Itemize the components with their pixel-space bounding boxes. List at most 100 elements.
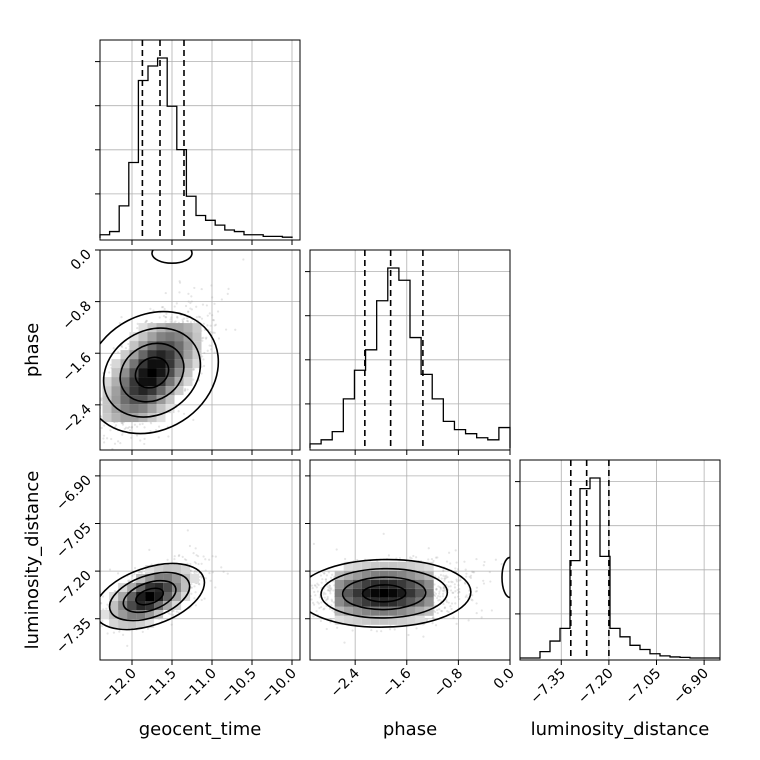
scatter-point — [438, 592, 441, 595]
density-cell — [118, 619, 128, 629]
scatter-point — [127, 342, 130, 346]
scatter-point — [213, 331, 216, 334]
scatter-point — [198, 583, 201, 586]
scatter-point — [441, 595, 445, 598]
density-cell — [147, 332, 157, 342]
scatter-point — [458, 597, 461, 601]
density-cell — [397, 588, 407, 598]
scatter-point — [430, 558, 434, 561]
density-cell — [156, 350, 166, 360]
density-cell — [145, 619, 155, 629]
scatter-point — [482, 582, 486, 585]
scatter-point — [324, 578, 328, 581]
density-cell — [120, 368, 130, 378]
scatter-point — [447, 580, 450, 584]
scatter-point — [317, 602, 320, 605]
density-cell — [397, 561, 407, 571]
density-cell — [183, 377, 193, 387]
scatter-point — [434, 610, 437, 614]
scatter-point — [88, 392, 90, 394]
scatter-point — [128, 579, 131, 582]
scatter-point — [437, 585, 440, 588]
density-cell — [397, 579, 407, 589]
density-cell — [129, 404, 139, 414]
scatter-point — [190, 583, 193, 586]
density-cell — [174, 332, 184, 342]
scatter-point — [455, 622, 458, 625]
scatter-point — [120, 315, 123, 319]
scatter-point — [97, 427, 99, 429]
scatter-point — [438, 608, 441, 611]
x-tick-label: −7.20 — [575, 666, 617, 708]
scatter-point — [184, 387, 187, 390]
scatter-point — [297, 579, 299, 581]
scatter-point — [434, 556, 438, 559]
density-cell — [174, 359, 184, 369]
density-cell — [370, 606, 380, 616]
density-cell — [183, 359, 193, 369]
scatter-point — [213, 351, 216, 354]
scatter-point — [211, 314, 214, 317]
scatter-point — [447, 585, 450, 588]
scatter-point — [209, 579, 212, 582]
scatter-point — [438, 586, 442, 589]
scatter-point — [198, 315, 202, 319]
density-cell — [174, 386, 184, 396]
scatter-point — [443, 588, 447, 592]
density-cell — [361, 570, 371, 580]
scatter-point — [494, 558, 497, 561]
scatter-point — [102, 434, 106, 437]
scatter-point — [307, 605, 309, 607]
density-cell — [127, 601, 137, 611]
density-cell — [163, 583, 173, 593]
scatter-point — [316, 601, 319, 604]
contour-line — [361, 584, 407, 603]
scatter-point — [325, 574, 329, 577]
contour-line — [320, 567, 449, 619]
scatter-point — [173, 305, 176, 308]
scatter-point — [96, 397, 98, 399]
density-cell — [415, 615, 425, 625]
scatter-point — [171, 610, 174, 613]
scatter-point — [434, 594, 437, 598]
scatter-point — [92, 612, 94, 614]
scatter-point — [126, 644, 129, 647]
scatter-point — [194, 604, 197, 607]
scatter-point — [112, 347, 115, 350]
scatter-point — [73, 470, 75, 472]
scatter-point — [100, 602, 103, 605]
scatter-point — [216, 310, 220, 313]
scatter-point — [316, 590, 319, 593]
scatter-point — [449, 605, 452, 608]
density-cell — [147, 413, 157, 423]
scatter-point — [193, 597, 196, 600]
scatter-point — [167, 435, 170, 438]
scatter-point — [212, 318, 215, 322]
density-cell — [361, 597, 371, 607]
density-cell — [183, 341, 193, 351]
scatter-point — [201, 337, 204, 340]
density-cell — [397, 570, 407, 580]
scatter-point — [149, 429, 152, 433]
density-cell — [127, 583, 137, 593]
scatter-point — [330, 604, 333, 607]
density-cell — [145, 583, 155, 593]
density-cell — [165, 359, 175, 369]
scatter-point — [303, 595, 305, 597]
scatter-point — [443, 579, 446, 582]
y-axis-label-phase: phase — [22, 323, 43, 377]
scatter-point — [442, 587, 445, 590]
panel-frame — [99, 459, 301, 661]
scatter-point — [432, 616, 435, 619]
density-cell — [120, 359, 130, 369]
scatter-point — [446, 575, 449, 579]
scatter-point — [514, 580, 516, 582]
scatter-point — [327, 589, 330, 592]
scatter-point — [187, 310, 190, 313]
density-cell — [147, 386, 157, 396]
density-cell — [165, 386, 175, 396]
scatter-point — [185, 558, 188, 562]
density-cell — [154, 592, 164, 602]
scatter-point — [186, 316, 189, 320]
scatter-point — [96, 451, 98, 453]
